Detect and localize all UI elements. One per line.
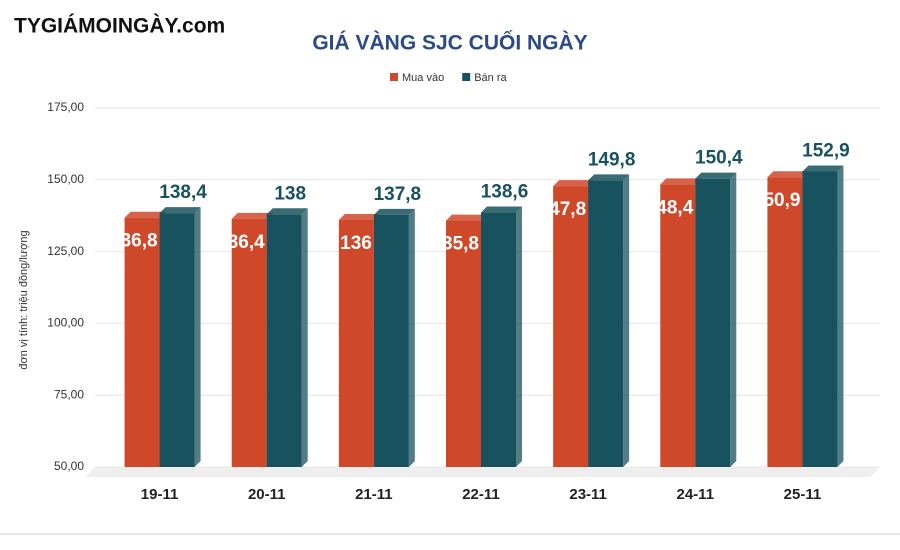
y-tick-label: 125,00 — [47, 244, 84, 258]
bar-side — [408, 208, 415, 468]
floor — [85, 467, 880, 477]
bar — [802, 171, 838, 468]
bar-side — [837, 165, 844, 468]
y-tick-label: 150,00 — [47, 172, 84, 186]
bar-side — [301, 208, 308, 467]
value-label: 150,9 — [753, 190, 801, 211]
legend-label: Bán ra — [474, 72, 507, 84]
bar — [446, 220, 481, 467]
chart-title: GIÁ VÀNG SJC CUỐI NGÀY — [312, 31, 587, 55]
bar-side — [516, 206, 522, 467]
bar — [660, 184, 696, 467]
value-label: 150,4 — [695, 148, 743, 169]
bar-side — [730, 172, 737, 468]
legend-swatch — [462, 73, 471, 81]
value-label: 136,8 — [110, 231, 158, 252]
value-label: 149,8 — [588, 149, 636, 170]
legend-label: Mua vào — [402, 72, 444, 84]
bar-top — [767, 171, 809, 178]
bar — [159, 213, 195, 467]
bar — [553, 186, 589, 467]
legend-swatch — [390, 73, 398, 81]
bar — [231, 218, 267, 467]
x-tick-label: 23-11 — [569, 486, 607, 503]
y-tick-label: 175,00 — [47, 100, 84, 114]
value-label: 136 — [340, 233, 372, 254]
value-label: 137,8 — [374, 184, 422, 205]
value-label: 138 — [274, 183, 306, 204]
bar-top — [124, 211, 166, 218]
bar — [588, 180, 624, 468]
value-label: 152,9 — [802, 140, 850, 161]
bar-top — [481, 206, 522, 213]
bar-top — [660, 178, 702, 185]
bar-side — [194, 207, 201, 467]
bar-top — [338, 214, 380, 221]
bar-top — [159, 207, 201, 214]
x-tick-label: 22-11 — [462, 486, 500, 503]
value-label: 148,4 — [646, 197, 694, 218]
bar-top — [373, 208, 415, 215]
bar — [695, 178, 731, 468]
y-tick-label: 100,00 — [47, 316, 84, 330]
x-tick-label: 25-11 — [784, 486, 822, 503]
value-label: 135,8 — [431, 234, 479, 255]
brand: TYGIÁMOINGÀY.com — [14, 15, 225, 38]
value-label: 147,8 — [539, 199, 587, 220]
x-tick-label: 19-11 — [141, 486, 179, 503]
bar-top — [553, 180, 595, 187]
bar-top — [446, 214, 487, 221]
y-axis-label: đơn vị tính: triệu đồng/lượng — [18, 230, 30, 369]
bar-top — [802, 165, 844, 172]
x-tick-label: 21-11 — [355, 486, 393, 503]
value-label: 136,4 — [217, 232, 265, 253]
bar-top — [266, 208, 308, 215]
x-tick-label: 24-11 — [677, 486, 715, 503]
bar-top — [695, 172, 737, 179]
y-tick-label: 75,00 — [54, 387, 84, 401]
bar — [124, 217, 160, 467]
bar — [338, 220, 374, 467]
bar-top — [231, 212, 273, 219]
value-label: 138,4 — [159, 182, 207, 203]
bar — [767, 177, 803, 467]
bar — [373, 214, 409, 467]
bar — [266, 214, 302, 467]
x-tick-label: 20-11 — [248, 486, 286, 503]
value-label: 138,6 — [481, 182, 529, 203]
bar-side — [623, 174, 630, 468]
y-tick-label: 50,00 — [54, 459, 84, 473]
bar — [481, 212, 516, 467]
bar-top — [588, 174, 630, 181]
